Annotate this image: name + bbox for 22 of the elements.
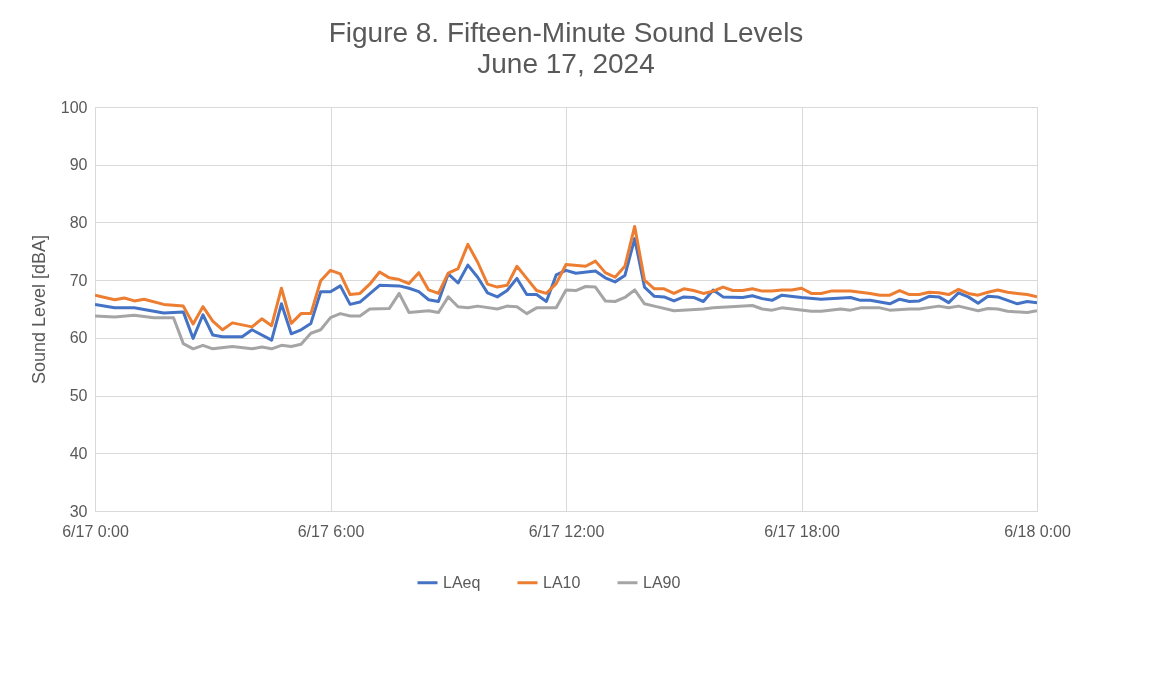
x-tick-label: 6/17 6:00 [297,522,365,540]
legend-label: LA90 [643,573,681,591]
y-tick-label: 70 [69,271,88,289]
line-series [95,284,1037,351]
y-axis-title: Sound Level [dBA] [28,234,49,385]
x-tick-label: 6/18 0:00 [1004,522,1071,540]
y-tick-label: 50 [69,387,88,405]
y-tick-label: 90 [69,156,88,174]
y-tick-label: 40 [69,444,88,462]
line-series [95,224,1037,332]
x-tick-label: 6/17 18:00 [764,522,840,540]
y-tick-label: 60 [69,329,88,347]
x-tick-label: 6/17 0:00 [62,522,129,540]
legend-label: LAeq [443,573,481,591]
y-tick-label: 30 [69,502,88,520]
y-tick-label: 100 [60,98,88,116]
chart-title: Figure 8. Fifteen-Minute Sound Levels [328,17,804,48]
chart-subtitle: June 17, 2024 [477,48,655,79]
line-series [95,237,1037,342]
legend-label: LA10 [543,573,581,591]
y-tick-label: 80 [69,213,88,231]
x-tick-label: 6/17 12:00 [528,522,605,540]
